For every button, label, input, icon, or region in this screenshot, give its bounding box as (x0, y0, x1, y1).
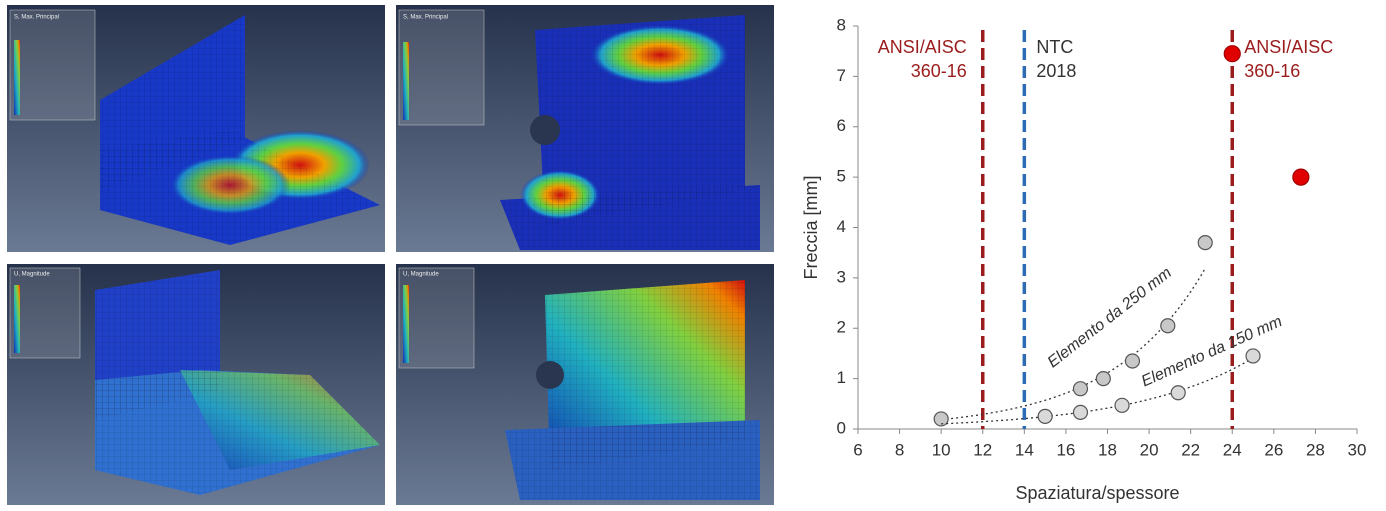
data-point (1246, 349, 1260, 363)
data-point (1198, 236, 1212, 250)
x-tick-label: 10 (932, 440, 951, 459)
data-point (1293, 169, 1309, 185)
data-point (1115, 398, 1129, 412)
x-tick-label: 28 (1306, 440, 1325, 459)
data-point (934, 412, 948, 426)
panel-title: S, Max. Principal (403, 15, 448, 21)
x-tick-label: 22 (1181, 440, 1200, 459)
x-axis-label: Spaziatura/spessore (1015, 483, 1179, 503)
fem-panel (7, 5, 385, 252)
x-tick-label: 26 (1264, 440, 1283, 459)
data-point (1161, 319, 1175, 333)
x-tick-label: 24 (1223, 440, 1242, 459)
x-tick-label: 20 (1140, 440, 1159, 459)
x-tick-label: 12 (973, 440, 992, 459)
figure: S, Max. Principal S, Max. Principal U, Mag… (0, 0, 1386, 506)
fem-panel (396, 264, 774, 505)
trendline (941, 358, 1253, 424)
x-tick-label: 8 (895, 440, 904, 459)
x-tick-label: 6 (853, 440, 862, 459)
y-tick-label: 5 (837, 167, 846, 186)
x-tick-label: 30 (1348, 440, 1367, 459)
y-tick-label: 6 (837, 116, 846, 135)
y-tick-label: 0 (837, 418, 846, 437)
panel-title: U, Magnitude (14, 272, 50, 278)
panel-title: U, Magnitude (403, 272, 439, 278)
x-tick-label: 16 (1056, 440, 1075, 459)
x-tick-label: 14 (1015, 440, 1034, 459)
y-axis-label: Freccia [mm] (801, 175, 821, 279)
data-point (1125, 354, 1139, 368)
y-tick-label: 2 (837, 318, 846, 337)
data-point (1224, 46, 1240, 62)
data-point (1096, 372, 1110, 386)
y-tick-label: 4 (837, 217, 846, 236)
data-point (1073, 405, 1087, 419)
y-tick-label: 3 (837, 267, 846, 286)
y-tick-label: 8 (837, 15, 846, 34)
fem-panel (7, 264, 385, 505)
y-tick-label: 1 (837, 368, 846, 387)
series-label: Elemento da 250 mm (1045, 264, 1175, 371)
x-tick-label: 18 (1098, 440, 1117, 459)
fem-panel (396, 5, 774, 252)
data-point (1171, 386, 1185, 400)
data-point (1073, 382, 1087, 396)
y-tick-label: 7 (837, 66, 846, 85)
page: S, Max. Principal S, Max. Principal U, Mag… (0, 0, 1386, 511)
data-point (1038, 409, 1052, 423)
panel-title: S, Max. Principal (14, 15, 59, 21)
